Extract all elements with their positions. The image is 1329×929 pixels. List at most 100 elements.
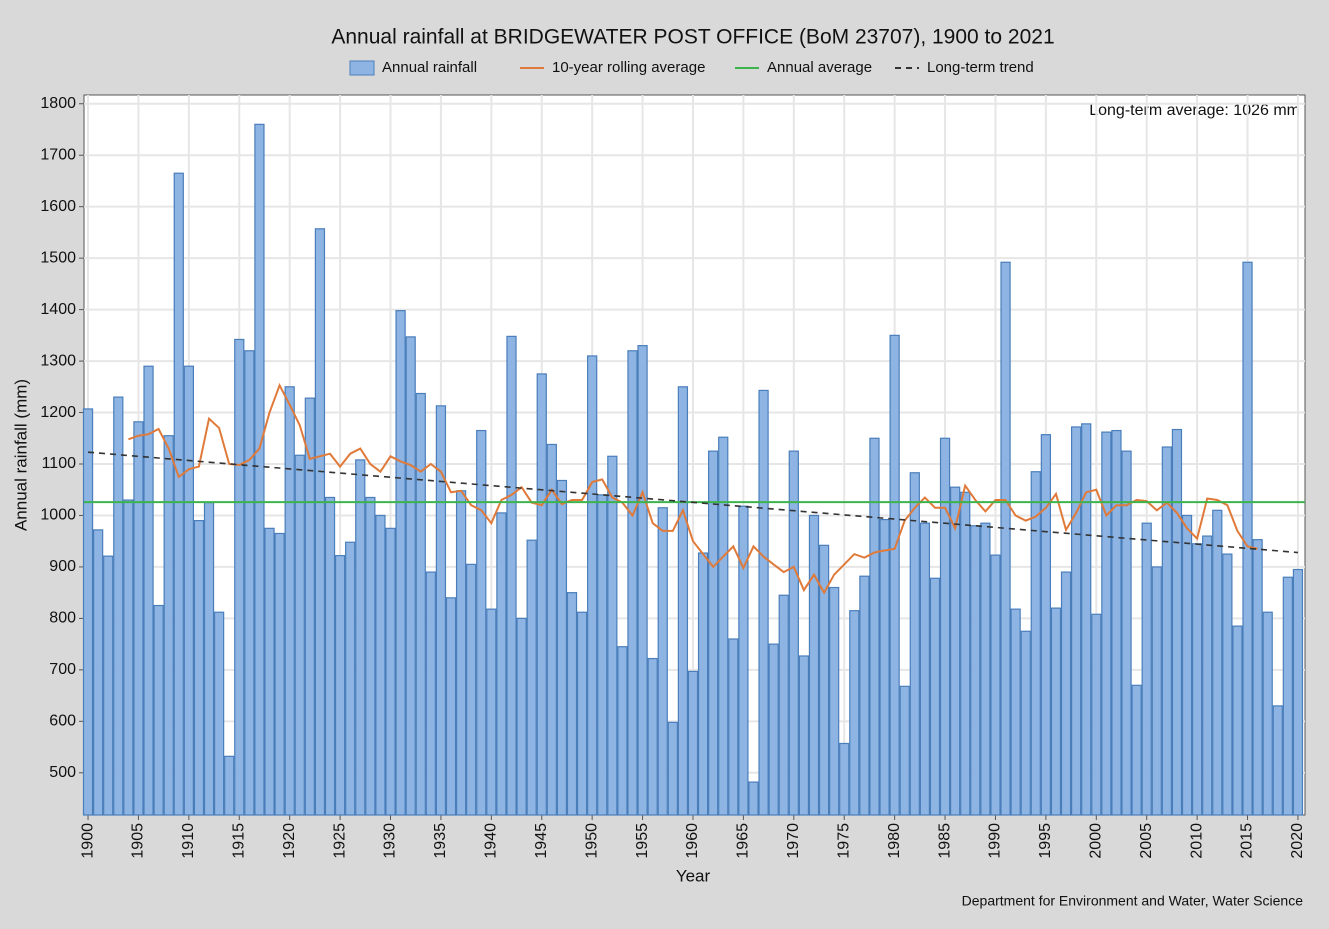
bar [183, 365, 194, 816]
bar [1010, 608, 1021, 816]
bar [829, 586, 840, 816]
y-tick-label: 1500 [40, 249, 76, 266]
bar [1282, 576, 1293, 816]
bar [667, 721, 678, 816]
x-tick-label: 1915 [230, 823, 247, 859]
bar [1070, 426, 1082, 816]
bar [92, 529, 104, 816]
x-tick-label: 1970 [785, 823, 802, 859]
legend: Annual rainfall 10-year rolling average An… [349, 59, 1034, 76]
bar [849, 610, 860, 816]
bar [576, 611, 588, 816]
bar [1161, 446, 1173, 816]
bar [718, 436, 729, 816]
bar [213, 611, 225, 816]
bar [254, 123, 265, 816]
bar [133, 421, 144, 816]
bar [879, 518, 890, 816]
bar [818, 544, 830, 816]
x-tick-label: 1990 [987, 823, 1004, 859]
x-tick-label: 1945 [533, 823, 550, 859]
bar [264, 527, 275, 816]
bar [405, 336, 416, 816]
bar [234, 338, 245, 816]
bar [677, 386, 689, 816]
bar [919, 522, 931, 816]
bar [1181, 514, 1193, 816]
bar [385, 527, 396, 816]
bar [345, 541, 356, 816]
x-tick-label: 1975 [835, 823, 852, 859]
bar [607, 455, 618, 816]
x-tick-label: 1905 [130, 823, 147, 859]
x-tick-label: 2015 [1239, 823, 1256, 859]
x-tick-label: 2005 [1138, 823, 1155, 859]
bar [929, 577, 941, 816]
x-tick-label: 1910 [180, 823, 197, 859]
bar [113, 396, 124, 816]
bar [647, 657, 658, 816]
y-tick-label: 1000 [40, 507, 76, 524]
y-tick-label: 1600 [40, 198, 76, 215]
x-tick-label: 1920 [281, 823, 298, 859]
bar [203, 502, 215, 816]
bar [415, 392, 426, 816]
bar [1171, 428, 1183, 816]
bar [274, 532, 285, 816]
bar [425, 571, 436, 816]
x-tick-label: 1950 [583, 823, 600, 859]
bar [496, 512, 507, 816]
y-tick-label: 1400 [40, 301, 76, 318]
bar [738, 505, 749, 816]
x-tick-label: 2000 [1088, 823, 1105, 859]
x-tick-label: 1960 [684, 823, 701, 859]
bar [455, 490, 467, 816]
legend-label: Long-term trend [927, 59, 1034, 76]
bar [1272, 705, 1283, 816]
bar [173, 172, 184, 816]
x-tick-label: 1955 [634, 823, 651, 859]
bar [939, 437, 951, 816]
y-axis-label: Annual rainfall (mm) [11, 379, 30, 531]
bar [536, 373, 547, 816]
bar [1212, 509, 1223, 816]
bar [980, 522, 991, 816]
bar [153, 604, 164, 816]
bar [324, 496, 336, 816]
bar [1131, 684, 1142, 816]
y-tick-label: 1200 [40, 404, 76, 421]
bar [516, 617, 527, 816]
bar [466, 563, 477, 816]
bar [748, 781, 759, 816]
bar [1121, 450, 1132, 816]
bar [82, 408, 94, 816]
bar [435, 405, 447, 816]
bar [476, 429, 487, 816]
bar [244, 350, 255, 816]
bar [1252, 539, 1263, 816]
y-tick-label: 900 [49, 558, 76, 575]
bar [1000, 261, 1011, 816]
bar [970, 525, 981, 816]
bar [990, 554, 1001, 816]
x-tick-label: 1980 [886, 823, 903, 859]
x-tick-label: 1940 [483, 823, 500, 859]
x-axis-label: Year [676, 866, 711, 885]
legend-swatch [349, 60, 375, 76]
bar [375, 514, 386, 816]
bar [687, 670, 699, 816]
bar [123, 499, 134, 816]
bar [395, 310, 406, 816]
bar [314, 228, 326, 816]
bar [193, 520, 205, 816]
bar [224, 755, 235, 816]
x-tick-label: 1930 [382, 823, 399, 859]
x-tick-label: 1925 [331, 823, 348, 859]
bar [768, 643, 779, 816]
bar [839, 742, 850, 816]
bar [909, 472, 920, 816]
trend-line [87, 451, 1299, 554]
x-tick-label: 1985 [936, 823, 953, 859]
bar [1091, 613, 1102, 816]
